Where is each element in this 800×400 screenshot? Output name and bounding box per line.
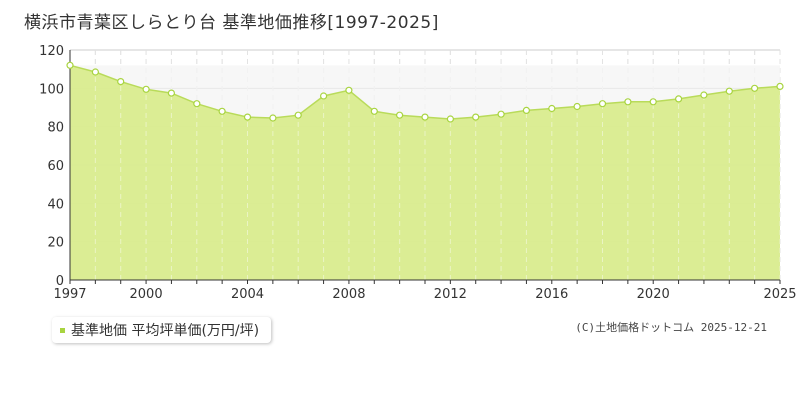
data-point bbox=[142, 85, 150, 93]
data-point bbox=[674, 95, 683, 103]
data-point bbox=[472, 113, 480, 121]
data-point bbox=[294, 111, 302, 119]
x-tick-label: 2016 bbox=[535, 287, 568, 302]
data-point bbox=[91, 68, 100, 76]
x-tick-label: 2025 bbox=[763, 287, 796, 302]
data-point bbox=[725, 87, 733, 95]
legend-label: 基準地価 平均坪単価(万円/坪) bbox=[71, 323, 260, 339]
data-point bbox=[218, 107, 226, 115]
data-point bbox=[624, 98, 632, 106]
data-point bbox=[243, 113, 252, 121]
y-tick-label: 20 bbox=[47, 236, 64, 251]
x-tick-label: 2008 bbox=[332, 287, 365, 302]
data-point bbox=[446, 115, 454, 123]
data-point bbox=[193, 100, 201, 108]
y-tick-label: 0 bbox=[56, 274, 64, 289]
data-point bbox=[345, 86, 353, 94]
x-tick-label: 2012 bbox=[434, 287, 467, 302]
data-point bbox=[776, 82, 784, 91]
y-tick-label: 100 bbox=[39, 82, 64, 97]
x-tick-label: 1997 bbox=[53, 287, 86, 302]
data-point bbox=[269, 114, 277, 122]
data-point bbox=[750, 84, 759, 92]
x-tick-label: 2020 bbox=[637, 287, 670, 302]
data-point bbox=[396, 111, 404, 119]
data-point bbox=[117, 77, 125, 86]
chart-title: 横浜市青葉区しらとり台 基準地価推移[1997-2025] bbox=[24, 13, 439, 33]
y-tick-labels: 0 20 40 60 80 100 120 bbox=[39, 44, 64, 289]
y-tick-label: 80 bbox=[47, 121, 64, 136]
x-tick-label: 2004 bbox=[231, 287, 264, 302]
x-tick-labels: 1997 2000 2004 2008 2012 2016 2020 2025 bbox=[53, 287, 796, 302]
legend: 基準地価 平均坪単価(万円/坪) bbox=[52, 317, 272, 343]
data-point bbox=[421, 113, 429, 121]
y-tick-label: 120 bbox=[39, 44, 64, 59]
x-tick-label: 2000 bbox=[130, 287, 163, 302]
legend-swatch bbox=[60, 327, 65, 333]
data-point bbox=[66, 61, 74, 69]
data-point bbox=[167, 89, 175, 97]
data-point bbox=[598, 100, 607, 108]
y-tick-label: 40 bbox=[47, 197, 64, 212]
data-point bbox=[522, 106, 531, 115]
data-point bbox=[548, 104, 556, 113]
credit-text: (C)土地価格ドットコム 2025-12-21 bbox=[575, 321, 767, 334]
data-point bbox=[370, 107, 378, 115]
y-tick-label: 60 bbox=[47, 159, 64, 174]
data-point bbox=[320, 92, 328, 100]
data-markers bbox=[66, 61, 784, 123]
data-point bbox=[497, 110, 505, 118]
axes bbox=[69, 50, 781, 284]
data-point bbox=[649, 98, 657, 106]
data-point bbox=[700, 91, 708, 99]
data-point bbox=[573, 102, 581, 111]
